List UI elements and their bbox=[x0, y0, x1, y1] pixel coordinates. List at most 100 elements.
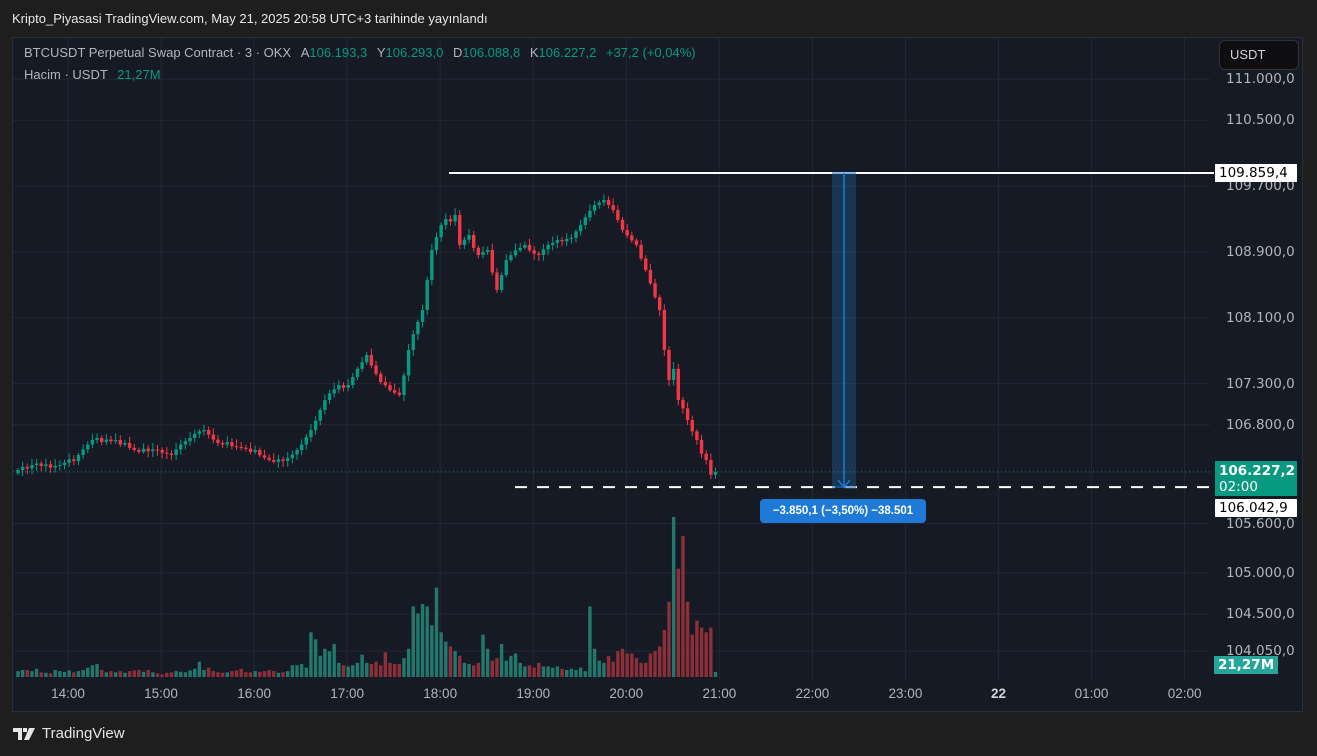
candle-body bbox=[137, 449, 141, 452]
candle-body bbox=[20, 466, 25, 471]
volume-bar bbox=[220, 672, 225, 677]
volume-bar bbox=[709, 627, 713, 677]
candle-body bbox=[532, 250, 536, 254]
candle-body bbox=[165, 452, 169, 454]
candle-body bbox=[341, 385, 346, 388]
candle-body bbox=[369, 354, 374, 366]
time-axis-label: 22 bbox=[990, 686, 1007, 701]
volume-bar bbox=[481, 634, 485, 677]
volume-bar bbox=[216, 672, 220, 677]
candle-body bbox=[416, 321, 420, 335]
price-axis-label: 111.000,0 bbox=[1226, 71, 1295, 88]
candle-body bbox=[225, 442, 229, 445]
volume-bar bbox=[360, 654, 364, 677]
volume-bar bbox=[118, 671, 122, 677]
volume-bar bbox=[411, 606, 415, 677]
chart-panel[interactable] bbox=[12, 37, 1303, 712]
candle-body bbox=[253, 449, 257, 452]
candle-body bbox=[476, 247, 481, 256]
candle-body bbox=[662, 309, 667, 350]
volume-bar bbox=[541, 666, 546, 677]
volume-bar bbox=[695, 620, 699, 677]
volume-bar bbox=[485, 648, 490, 677]
volume-bar bbox=[81, 669, 85, 677]
candle-body bbox=[197, 431, 202, 434]
candle-body bbox=[351, 377, 355, 386]
candles bbox=[16, 194, 718, 480]
volume-bar bbox=[532, 667, 536, 677]
volume-bar bbox=[406, 648, 411, 677]
volume-bar bbox=[611, 661, 615, 677]
volume-bar bbox=[123, 672, 127, 677]
candle-body bbox=[630, 235, 634, 241]
volume-bar bbox=[379, 665, 383, 677]
volume-label[interactable]: Hacim · USDT bbox=[24, 67, 108, 82]
candle-body bbox=[425, 279, 429, 310]
volume-bar bbox=[495, 658, 499, 677]
candle-body bbox=[183, 441, 188, 445]
candle-body bbox=[467, 235, 471, 240]
candle-body bbox=[453, 215, 457, 222]
volume-bar bbox=[476, 662, 481, 677]
candle-body bbox=[155, 449, 160, 451]
volume-bar bbox=[151, 672, 155, 677]
volume-bar bbox=[416, 613, 420, 677]
low-line-price-tag: 106.042,9 bbox=[1215, 499, 1297, 517]
volume-bar bbox=[676, 568, 680, 677]
candle-body bbox=[648, 269, 653, 284]
tradingview-logo[interactable]: TradingView bbox=[13, 725, 125, 742]
candle-body bbox=[295, 449, 299, 455]
candle-body bbox=[625, 229, 629, 236]
candle-body bbox=[95, 437, 99, 441]
candle-body bbox=[611, 205, 615, 210]
volume-bar bbox=[402, 658, 406, 677]
time-axis-label: 19:00 bbox=[516, 686, 551, 701]
volume-bar bbox=[197, 661, 202, 677]
candle-body bbox=[685, 408, 690, 421]
volume-bar bbox=[155, 673, 160, 677]
volume-bar bbox=[434, 587, 439, 677]
volume-bar bbox=[299, 664, 304, 677]
price-axis-label: 108.900,0 bbox=[1226, 243, 1295, 260]
candle-body bbox=[439, 224, 443, 238]
volume-bar bbox=[388, 662, 392, 677]
candle-body bbox=[304, 437, 308, 445]
candle-body bbox=[313, 420, 318, 430]
volume-bar bbox=[453, 651, 457, 677]
volume-bar bbox=[337, 662, 341, 677]
currency-button[interactable]: USDT bbox=[1219, 40, 1299, 70]
candle-body bbox=[653, 283, 657, 298]
candle-body bbox=[676, 368, 680, 401]
volume-bar bbox=[685, 601, 690, 677]
change-value: +37,2 (+0,04%) bbox=[605, 45, 696, 60]
volume-bar bbox=[671, 517, 676, 677]
candle-body bbox=[583, 217, 587, 225]
price-axis-label: 108.100,0 bbox=[1226, 309, 1295, 326]
volume-bar bbox=[704, 632, 708, 677]
candle-body bbox=[565, 238, 569, 242]
volume-bar bbox=[472, 665, 476, 677]
symbol-legend: BTCUSDT Perpetual Swap Contract · 3 · OK… bbox=[24, 45, 696, 60]
candle-body bbox=[262, 455, 267, 458]
volume-bar bbox=[39, 672, 43, 677]
close-label: K bbox=[529, 45, 539, 60]
candle-body bbox=[202, 429, 206, 432]
candle-body bbox=[527, 244, 532, 251]
volume-bar bbox=[295, 665, 299, 677]
candle-body bbox=[299, 444, 304, 450]
volume-bar bbox=[630, 653, 634, 677]
symbol-name[interactable]: BTCUSDT Perpetual Swap Contract · 3 · OK… bbox=[24, 45, 292, 60]
candle-body bbox=[606, 199, 611, 206]
volume-bar bbox=[34, 668, 39, 677]
volume-bar bbox=[104, 672, 109, 677]
volume-bar bbox=[332, 644, 336, 677]
candle-body bbox=[402, 375, 406, 395]
candle-body bbox=[411, 334, 415, 350]
volume-bar bbox=[146, 669, 150, 677]
candle-body bbox=[160, 449, 164, 453]
candle-body bbox=[379, 373, 383, 382]
volume-bar bbox=[30, 671, 34, 677]
volume-bar bbox=[313, 639, 318, 677]
candle-body bbox=[592, 204, 597, 211]
